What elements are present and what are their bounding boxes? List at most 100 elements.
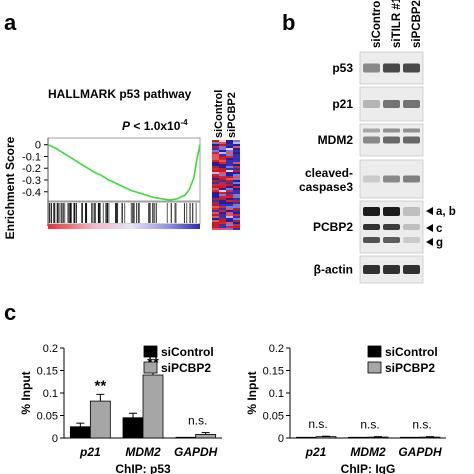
heatmap-cell <box>219 224 226 226</box>
bar <box>419 436 441 439</box>
heatmap-col-label-sicontrol: siControl <box>213 90 225 138</box>
heatmap-cell <box>233 194 240 196</box>
heatmap-cell <box>226 168 233 170</box>
heatmap-cell <box>226 192 233 194</box>
significance-label: n.s. <box>412 418 431 432</box>
blot-label: β-actin <box>314 263 353 277</box>
blot-label: p53 <box>332 61 353 75</box>
gsea-p-symbol: P <box>122 119 131 133</box>
blot-band <box>363 224 380 230</box>
blot-band <box>383 100 400 108</box>
panel-a: HALLMARK p53 pathway P < 1.0x10-4 Enrich… <box>3 87 240 239</box>
significance-label: n.s. <box>360 418 379 432</box>
heatmap-cell <box>226 162 233 164</box>
heatmap-cell <box>233 190 240 192</box>
heatmap-cell <box>212 148 219 150</box>
heatmap-cell <box>233 182 240 184</box>
heatmap-cell <box>212 172 219 174</box>
band-arrow-icon <box>426 207 433 215</box>
heatmap-cell <box>233 166 240 168</box>
heatmap-cell <box>219 170 226 172</box>
heatmap-cell <box>219 222 226 224</box>
heatmap-cell <box>219 192 226 194</box>
heatmap-cell <box>219 210 226 212</box>
heatmap-cell <box>212 142 219 144</box>
heatmap-cell <box>233 156 240 158</box>
lane-label: siTILR #1 <box>391 0 403 48</box>
blot-band <box>403 237 420 243</box>
heatmap-cell <box>226 198 233 200</box>
chip-igg-chart: 0 0.05 0.1 0.15 0.2 % Input n.s. p21 n.s. MDM2 n.s… <box>245 343 446 474</box>
heatmap-cell <box>212 160 219 162</box>
blot-label: MDM2 <box>318 133 354 147</box>
heatmap-cell <box>233 186 240 188</box>
gsea-y-tick-label: -0.3 <box>22 175 41 187</box>
heatmap-cell <box>219 200 226 202</box>
heatmap-cell <box>212 152 219 154</box>
band-markers: a, b cg <box>426 206 456 249</box>
heatmap-cell <box>219 188 226 190</box>
blot-label: PCBP2 <box>313 220 353 234</box>
heatmap-cell <box>212 198 219 200</box>
heatmap-cell <box>212 166 219 168</box>
heatmap-cell <box>226 196 233 198</box>
heatmap-cell <box>226 186 233 188</box>
band-label: a, b <box>436 206 456 218</box>
heatmap-cell <box>226 164 233 166</box>
heatmap-cell <box>219 140 226 142</box>
legend-label: siPCBP2 <box>385 361 435 375</box>
heatmap-cell <box>226 142 233 144</box>
bar-y-tick-label: 0.2 <box>269 343 284 355</box>
panel-b: siControl siTILR #1 siPCBP2 p53 p21 MDM2 clea… <box>299 0 456 284</box>
heatmap-cell <box>212 206 219 208</box>
heatmap-cell <box>212 186 219 188</box>
blot-band <box>403 207 420 216</box>
bar <box>89 400 111 439</box>
heatmap-cell <box>226 206 233 208</box>
blot-label: cleaved- <box>305 166 353 180</box>
heatmap-cell <box>219 166 226 168</box>
blot-band <box>383 207 400 216</box>
blot-band <box>403 128 420 133</box>
heatmap-cell <box>233 228 240 230</box>
heatmap-cell <box>226 166 233 168</box>
blot-band <box>403 175 420 183</box>
blot-band <box>403 265 420 274</box>
heatmap-cell <box>226 188 233 190</box>
heatmap-cell <box>219 204 226 206</box>
blot-band <box>363 100 380 108</box>
heatmap-cell <box>219 196 226 198</box>
heatmap-cell <box>226 226 233 228</box>
heatmap-cell <box>219 156 226 158</box>
legend-swatch <box>143 361 158 374</box>
heatmap-cell <box>233 158 240 160</box>
heatmap-cell <box>233 216 240 218</box>
blot-band <box>383 237 400 243</box>
heatmap-cell <box>233 148 240 150</box>
heatmap-cell <box>226 158 233 160</box>
bar-category-label: MDM2 <box>350 445 386 459</box>
heatmap-cell <box>233 214 240 216</box>
heatmap-cell <box>226 194 233 196</box>
blot-band <box>383 136 400 144</box>
heatmap-cell <box>233 206 240 208</box>
heatmap-cell <box>233 164 240 166</box>
heatmap-cell <box>219 174 226 176</box>
chip-p53-chart: 00.050.10.150.2% Input**p21**MDM2n.s.GAP… <box>19 343 222 474</box>
gsea-rank-bar <box>48 224 200 229</box>
blot-band <box>363 128 380 133</box>
heatmap-cell <box>212 222 219 224</box>
heatmap-cell <box>233 144 240 146</box>
heatmap-cell <box>219 212 226 214</box>
heatmap-cell <box>212 182 219 184</box>
heatmap-cell <box>212 190 219 192</box>
significance-label: n.s. <box>188 414 207 428</box>
heatmap-cell <box>233 202 240 204</box>
heatmap-cell <box>219 150 226 152</box>
heatmap-cell <box>219 142 226 144</box>
heatmap-cell <box>219 176 226 178</box>
heatmap-cell <box>212 154 219 156</box>
lane-label: siPCBP2 <box>411 0 423 48</box>
heatmap-cell <box>219 226 226 228</box>
heatmap-cell <box>233 154 240 156</box>
